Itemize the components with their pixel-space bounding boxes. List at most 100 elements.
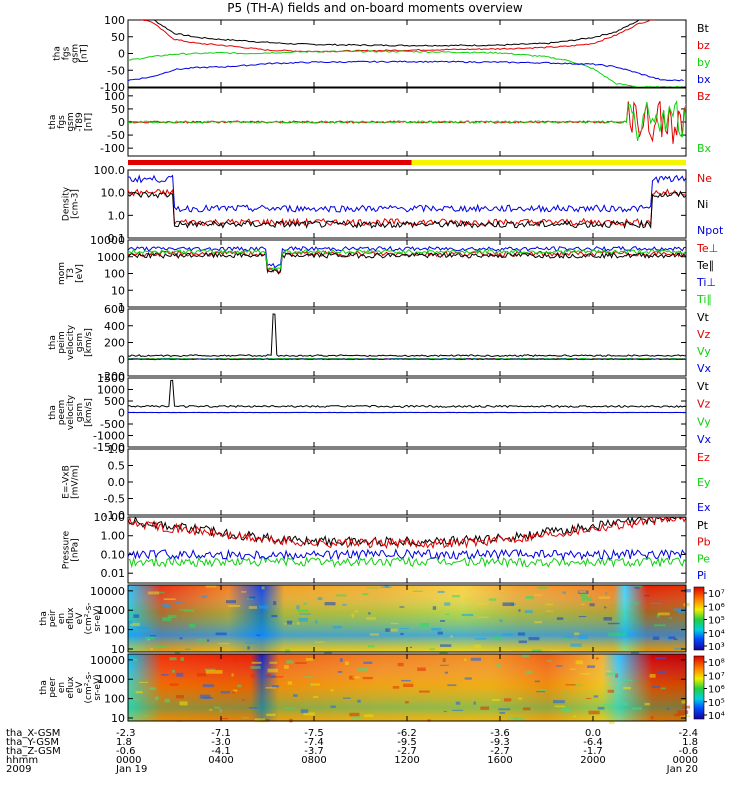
spectrogram-streak bbox=[632, 707, 641, 709]
colorbar-scale bbox=[694, 656, 704, 719]
spectrogram-streak bbox=[306, 658, 313, 661]
spectrogram-streak bbox=[149, 687, 156, 690]
spectrogram-streak bbox=[370, 633, 379, 635]
spectrogram-streak bbox=[368, 612, 370, 614]
spectrogram-streak bbox=[566, 684, 576, 685]
spectrogram-streak bbox=[162, 604, 168, 608]
spectrogram-streak bbox=[682, 700, 688, 703]
spectrogram-streak bbox=[606, 673, 616, 676]
spectrogram-streak bbox=[658, 671, 666, 673]
spectrogram-streak bbox=[144, 715, 149, 716]
y-tick-label: 0.0 bbox=[108, 476, 126, 489]
y-tick-label: 10000 bbox=[90, 585, 125, 598]
legend-entry: by bbox=[697, 56, 711, 69]
spectrogram-streak bbox=[480, 706, 489, 709]
trace-group bbox=[128, 176, 686, 228]
spectrogram-streak bbox=[161, 674, 169, 676]
spectrogram-streak bbox=[605, 592, 607, 594]
spectrogram-streak bbox=[228, 605, 240, 607]
spectrogram-streak bbox=[602, 704, 614, 705]
spectrogram-streak bbox=[431, 628, 441, 631]
trace-group bbox=[128, 13, 684, 88]
y-tick-label: 100 bbox=[104, 14, 125, 27]
spectrogram-streak bbox=[331, 689, 334, 691]
spectrogram-streak bbox=[303, 676, 313, 678]
legend-entry: Ti∥ bbox=[696, 293, 712, 306]
spectrogram-streak bbox=[503, 602, 514, 606]
spectrogram-streak bbox=[181, 657, 184, 661]
spectrogram-streak bbox=[148, 591, 159, 594]
spectrogram-streak bbox=[655, 657, 666, 660]
colorbar-tick-label: 10³ bbox=[708, 642, 725, 653]
spectrogram-streak bbox=[390, 623, 398, 624]
spectrogram-streak bbox=[299, 618, 308, 622]
spectrogram-streak bbox=[351, 717, 362, 719]
spectrogram-streak bbox=[403, 684, 413, 687]
spectrogram-streak bbox=[651, 716, 654, 719]
legend-entry: Pb bbox=[697, 536, 711, 549]
legend-entry: bz bbox=[697, 39, 710, 52]
spectrogram-streak bbox=[284, 665, 289, 669]
spectrogram-streak bbox=[658, 612, 670, 615]
legend-entry: Bz bbox=[697, 90, 711, 103]
spectrogram-streak bbox=[189, 624, 195, 628]
y-tick-label: 10.0 bbox=[101, 187, 126, 200]
spectrogram-streak bbox=[608, 623, 620, 624]
spectrogram-streak bbox=[265, 687, 276, 688]
y-tick-label: 100 bbox=[104, 268, 125, 281]
y-tick-label: 50 bbox=[111, 103, 125, 116]
spectrogram-streak bbox=[546, 604, 553, 606]
spectrogram-streak bbox=[355, 610, 358, 612]
spectrogram-streak bbox=[661, 688, 666, 690]
spectrogram-streak bbox=[385, 628, 390, 632]
spectrogram-streak bbox=[207, 639, 209, 641]
y-axis-label-line: [eV] bbox=[75, 264, 85, 283]
spectrogram-streak bbox=[301, 709, 308, 713]
spectrogram-streak bbox=[526, 596, 534, 599]
spectrogram-streak bbox=[349, 713, 359, 716]
spectrogram-streak bbox=[363, 662, 372, 664]
spectrogram-streak bbox=[162, 617, 171, 621]
spectrogram-streak bbox=[343, 698, 351, 699]
spectrogram-streak bbox=[474, 644, 481, 648]
spectrogram-streak bbox=[405, 701, 409, 703]
spectrogram-streak bbox=[413, 591, 423, 592]
y-tick-label: 0 bbox=[118, 48, 125, 61]
y-tick-label: -0.5 bbox=[104, 493, 125, 506]
legend-entry: Bx bbox=[697, 142, 712, 155]
y-axis-label: E=-VxB[mV/m] bbox=[62, 465, 81, 499]
spectrogram-streak bbox=[440, 644, 451, 647]
spectrogram-streak bbox=[444, 711, 447, 712]
trace-Te∥ bbox=[128, 253, 686, 274]
spectrogram-streak bbox=[259, 605, 269, 608]
spectrogram-streak bbox=[226, 600, 236, 603]
spectrogram-streak bbox=[498, 708, 510, 710]
spectrogram-streak bbox=[576, 660, 583, 664]
spectrogram-streak bbox=[669, 617, 672, 619]
spectrogram-streak bbox=[170, 684, 179, 686]
spectrogram-streak bbox=[345, 661, 349, 665]
y-tick-label: 1.00 bbox=[101, 530, 126, 543]
spectrogram-streak bbox=[456, 702, 460, 705]
spectrogram-streak bbox=[136, 691, 143, 693]
spectrogram-streak bbox=[401, 680, 411, 681]
spectrogram-streak bbox=[580, 673, 590, 674]
spectrogram-streak bbox=[462, 614, 474, 616]
y-tick-label: 10.00 bbox=[94, 511, 126, 524]
y-tick-label: 0.01 bbox=[101, 567, 126, 580]
legend-entry: Vt bbox=[697, 311, 710, 324]
y-axis-label: Density[cm-3] bbox=[62, 186, 81, 221]
spectrogram-streak bbox=[216, 633, 227, 636]
spectrogram-streak bbox=[611, 605, 617, 606]
spectrogram-streak bbox=[255, 718, 266, 722]
spectrogram-streak bbox=[518, 609, 520, 611]
spectrogram-streak bbox=[331, 706, 336, 708]
spectrogram-streak bbox=[368, 645, 375, 647]
spectrogram-streak bbox=[245, 642, 257, 643]
